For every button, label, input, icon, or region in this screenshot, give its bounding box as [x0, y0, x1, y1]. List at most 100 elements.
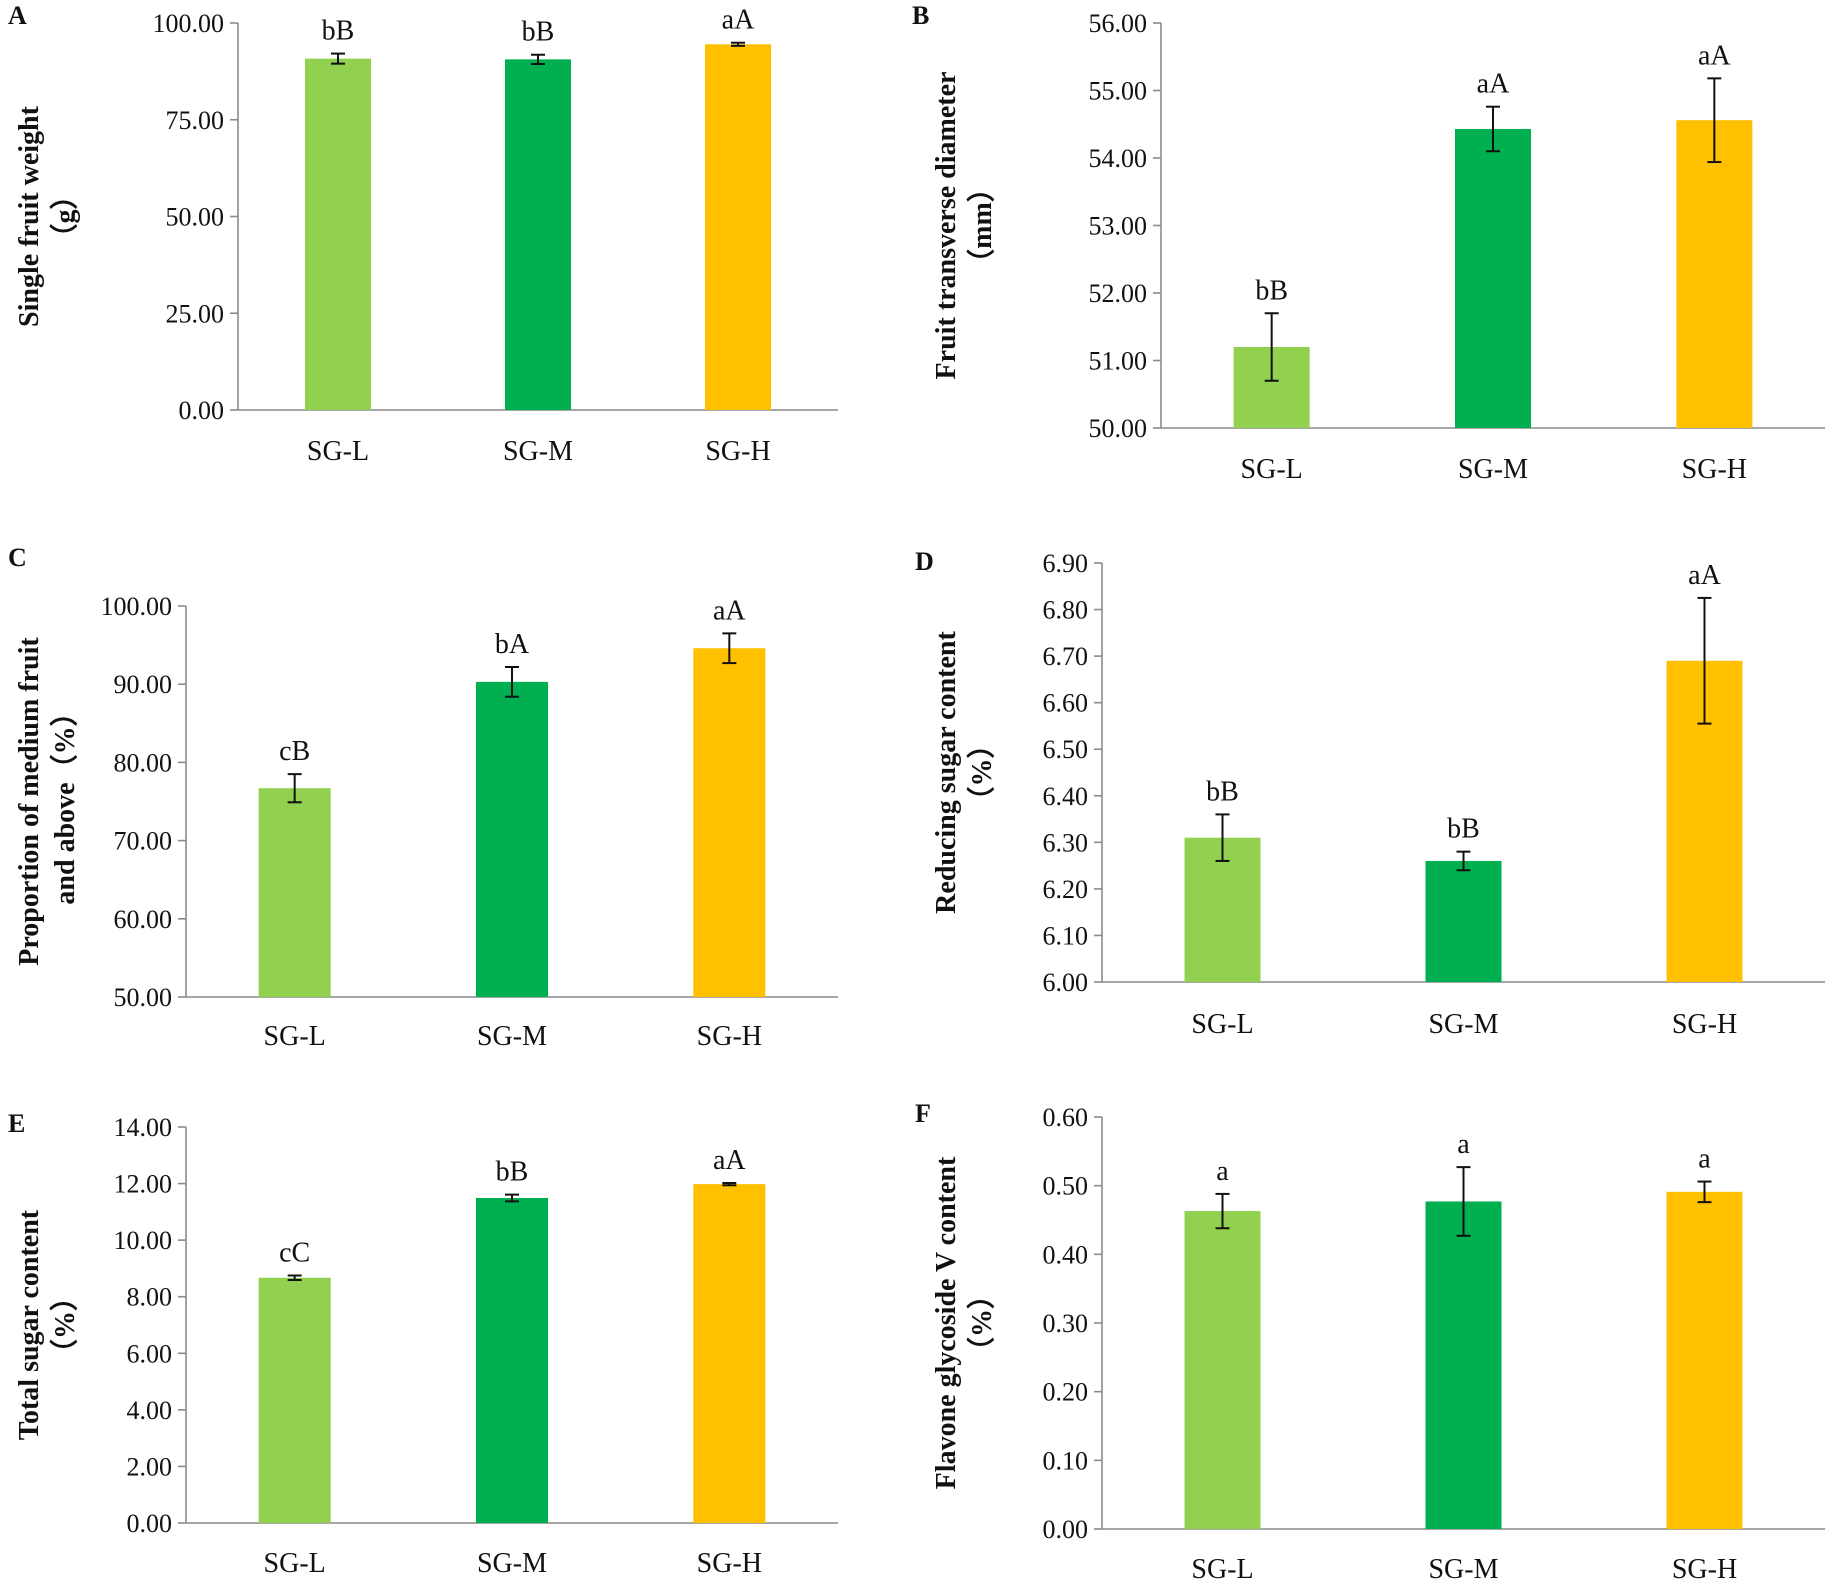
x-tick-label: SG-H [1672, 1009, 1737, 1040]
significance-label: aA [722, 5, 755, 36]
x-tick-label: SG-H [1672, 1554, 1737, 1581]
y-tick-label: 6.70 [1043, 642, 1089, 671]
y-tick-label: 55.00 [1089, 77, 1148, 106]
x-tick-label: SG-M [503, 436, 573, 467]
y-tick-label: 25.00 [166, 299, 225, 328]
panel-D: D 6.00 6.10 6.20 6.30 6.40 6.50 6.60 6.70 6.80 6.9… [915, 547, 1825, 1040]
x-tick-label: SG-H [697, 1021, 762, 1052]
y-tick-label: 0.00 [179, 396, 225, 425]
y-tick-label: 0.40 [1043, 1240, 1089, 1269]
y-tick-label: 6.90 [1043, 549, 1089, 578]
y-tick-label: 6.00 [1043, 968, 1089, 997]
y-tick-label: 14.00 [114, 1113, 173, 1142]
significance-label: bB [496, 1157, 529, 1188]
y-tick-label: 0.00 [127, 1509, 173, 1538]
x-tick-label: SG-L [1241, 454, 1303, 485]
significance-label: bB [322, 16, 355, 47]
y-axis-label-line2: （%） [965, 730, 998, 814]
bar-sg-h [1666, 1191, 1743, 1529]
bar-sg-h [693, 648, 766, 997]
y-tick-label: 50.00 [166, 203, 225, 232]
bar-sg-m [1455, 128, 1531, 428]
y-tick-label: 6.60 [1043, 689, 1089, 718]
y-tick-label: 6.50 [1043, 735, 1089, 764]
significance-label: a [1698, 1144, 1711, 1175]
y-axis-label-line1: Proportion of medium fruit [14, 637, 45, 966]
significance-label: bB [1206, 776, 1239, 807]
y-tick-label: 56.00 [1089, 9, 1148, 38]
significance-label: aA [1698, 40, 1731, 71]
y-axis-label-line2: （g） [48, 181, 81, 251]
y-tick-label: 8.00 [127, 1283, 173, 1312]
y-tick-label: 2.00 [127, 1452, 173, 1481]
panel-A: A 0.00 25.00 50.00 75.00 100.00 bB SG-L bB SG-M aA… [8, 1, 838, 467]
panel-letter: A [8, 1, 27, 30]
x-tick-label: SG-H [697, 1548, 762, 1579]
y-tick-label: 100.00 [101, 592, 173, 621]
panel-F: F 0.00 0.10 0.20 0.30 0.40 0.50 0.60 a SG-L a SG-M a… [915, 1099, 1825, 1581]
y-tick-label: 52.00 [1089, 279, 1148, 308]
bar-sg-m [476, 1197, 548, 1523]
significance-label: a [1457, 1129, 1470, 1160]
significance-label: cC [279, 1238, 310, 1269]
bar-sg-l [305, 58, 371, 410]
panel-C: C 50.00 60.00 70.00 80.00 90.00 100.00 cB SG-L bA… [8, 543, 838, 1052]
y-tick-label: 90.00 [114, 670, 173, 699]
x-tick-label: SG-M [1428, 1554, 1498, 1581]
panel-letter: F [915, 1099, 931, 1128]
significance-label: aA [1477, 69, 1510, 100]
x-tick-label: SG-M [1428, 1009, 1498, 1040]
bar-sg-m [1425, 1201, 1502, 1529]
y-tick-label: 60.00 [114, 905, 173, 934]
y-tick-label: 6.80 [1043, 596, 1089, 625]
y-axis-label: Reducing sugar content （%） [931, 631, 998, 914]
x-tick-label: SG-M [1458, 454, 1528, 485]
panel-letter: D [915, 547, 934, 576]
y-axis-label-line1: Flavone glycoside V content [931, 1156, 962, 1489]
bar-sg-m [476, 681, 548, 997]
bar-sg-l [258, 1277, 331, 1523]
significance-label: aA [1688, 560, 1721, 591]
x-tick-label: SG-M [477, 1548, 547, 1579]
x-tick-label: SG-M [477, 1021, 547, 1052]
y-tick-label: 50.00 [114, 983, 173, 1012]
bar-sg-h [693, 1184, 766, 1523]
x-tick-label: SG-H [705, 436, 770, 467]
bar-sg-m [505, 59, 571, 411]
significance-label: cB [279, 736, 310, 767]
y-axis-label-line1: Single fruit weight [14, 105, 45, 327]
y-tick-label: 6.00 [127, 1339, 173, 1368]
bar-sg-h [1676, 120, 1753, 428]
x-tick-label: SG-L [264, 1021, 326, 1052]
y-tick-label: 6.10 [1043, 921, 1089, 950]
significance-label: a [1216, 1156, 1229, 1187]
x-tick-label: SG-L [1191, 1554, 1253, 1581]
y-tick-label: 54.00 [1089, 144, 1148, 173]
bar-sg-h [705, 44, 771, 410]
y-tick-label: 0.10 [1043, 1446, 1089, 1475]
x-tick-label: SG-L [307, 436, 369, 467]
panel-letter: E [8, 1109, 25, 1138]
bar-sg-l [258, 788, 331, 997]
y-tick-label: 75.00 [166, 106, 225, 135]
y-axis-label-line1: Reducing sugar content [931, 631, 962, 914]
x-tick-label: SG-L [1191, 1009, 1253, 1040]
y-axis-label-line2: （%） [965, 1281, 998, 1365]
significance-label: aA [713, 595, 746, 626]
y-axis-label: Single fruit weight （g） [14, 105, 81, 327]
y-tick-label: 0.50 [1043, 1172, 1089, 1201]
y-tick-label: 6.30 [1043, 828, 1089, 857]
y-axis-label-line1: Total sugar content [14, 1209, 45, 1440]
y-tick-label: 51.00 [1089, 347, 1148, 376]
y-tick-label: 50.00 [1089, 414, 1148, 443]
y-tick-label: 0.00 [1043, 1515, 1089, 1544]
y-axis-label: Total sugar content （%） [14, 1209, 81, 1440]
y-axis-label-line2: and above（%） [48, 698, 81, 904]
bar-sg-l [1184, 1211, 1261, 1529]
y-tick-label: 0.60 [1043, 1103, 1089, 1132]
significance-label: bA [495, 629, 530, 660]
panel-letter: B [912, 1, 929, 30]
y-axis-label: Fruit transverse diameter （mm） [931, 72, 998, 380]
y-tick-label: 12.00 [114, 1170, 173, 1199]
